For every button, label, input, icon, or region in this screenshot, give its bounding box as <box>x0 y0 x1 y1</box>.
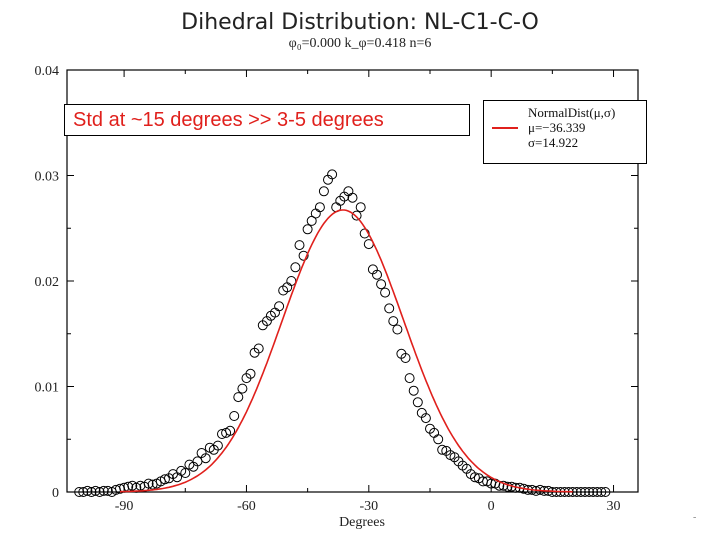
y-tick-label: 0.03 <box>35 170 60 185</box>
chart-title: Dihedral Distribution: NL-C1-C-O <box>181 10 539 35</box>
data-point <box>245 368 256 379</box>
data-point <box>310 208 321 219</box>
data-point <box>82 485 93 496</box>
axis-ticks: -90 -60 -30 0 30 0 0.01 0.02 0.03 0.04 <box>35 64 638 514</box>
chart-subtitle: φ₀=0.000 k_φ=0.418 n=6 <box>288 36 432 51</box>
x-axis-label: Degrees <box>339 515 385 530</box>
y-tick-label: 0.01 <box>35 381 60 396</box>
data-point <box>408 385 419 396</box>
data-point <box>302 224 313 235</box>
data-point <box>294 240 305 251</box>
data-point <box>286 276 297 286</box>
data-point <box>159 474 170 485</box>
data-point <box>437 444 448 455</box>
data-point <box>400 353 411 363</box>
data-point <box>94 487 105 497</box>
legend: NormalDist(μ,σ) μ=−36.339 σ=14.922 <box>483 100 647 164</box>
y-tick-label: 0.02 <box>35 275 60 290</box>
data-point <box>412 397 423 408</box>
data-point <box>376 279 387 290</box>
data-point <box>274 301 285 312</box>
data-point <box>392 324 403 335</box>
data-point <box>318 186 329 197</box>
data-point <box>237 383 248 394</box>
annotation-box: Std at ~15 degrees >> 3-5 degrees <box>64 104 470 136</box>
data-point <box>314 202 325 213</box>
data-point <box>404 373 415 384</box>
data-point <box>584 487 595 497</box>
data-point <box>78 487 89 497</box>
data-point <box>372 269 382 280</box>
data-point <box>90 485 101 496</box>
data-point <box>86 487 97 497</box>
data-point <box>306 215 317 226</box>
legend-sigma: σ=14.922 <box>528 135 579 150</box>
x-tick-label: 0 <box>488 499 495 514</box>
x-tick-label: -30 <box>359 499 378 514</box>
data-point <box>98 485 109 496</box>
data-point <box>433 434 444 445</box>
data-point <box>225 425 236 436</box>
data-point <box>351 210 362 221</box>
data-point <box>180 468 191 478</box>
data-point <box>143 478 154 489</box>
data-point <box>486 478 497 489</box>
legend-title: NormalDist(μ,σ) <box>528 105 616 120</box>
legend-swatch-line <box>492 127 518 129</box>
data-point <box>600 487 611 497</box>
data-point <box>592 487 603 497</box>
data-points <box>74 169 611 497</box>
data-point <box>212 440 223 451</box>
data-point <box>200 453 211 464</box>
data-point <box>580 487 590 497</box>
data-point <box>347 192 358 203</box>
annotation-text: Std at ~15 degrees >> 3-5 degrees <box>73 109 384 131</box>
x-tick-label: -90 <box>115 499 134 514</box>
x-tick-label: 30 <box>607 499 621 514</box>
data-point <box>575 487 586 497</box>
normal-fit-curve <box>119 209 573 493</box>
data-point <box>384 303 395 314</box>
data-point <box>298 250 309 261</box>
legend-mu: μ=−36.339 <box>528 120 586 135</box>
data-point <box>233 392 244 403</box>
data-point <box>253 343 264 354</box>
data-point <box>355 202 366 213</box>
data-point <box>420 413 431 424</box>
data-point <box>380 287 391 298</box>
data-point <box>74 487 85 497</box>
data-point <box>229 411 240 421</box>
data-point <box>469 472 480 483</box>
data-point <box>588 487 599 497</box>
stray-mark: - <box>693 512 697 523</box>
data-point <box>290 262 301 273</box>
y-tick-label: 0 <box>52 486 59 501</box>
data-point <box>327 169 338 180</box>
y-tick-label: 0.04 <box>35 64 60 79</box>
data-point <box>498 480 509 491</box>
x-tick-label: -60 <box>237 499 256 514</box>
data-point <box>102 485 113 496</box>
data-point <box>596 487 607 497</box>
data-point <box>388 316 399 327</box>
